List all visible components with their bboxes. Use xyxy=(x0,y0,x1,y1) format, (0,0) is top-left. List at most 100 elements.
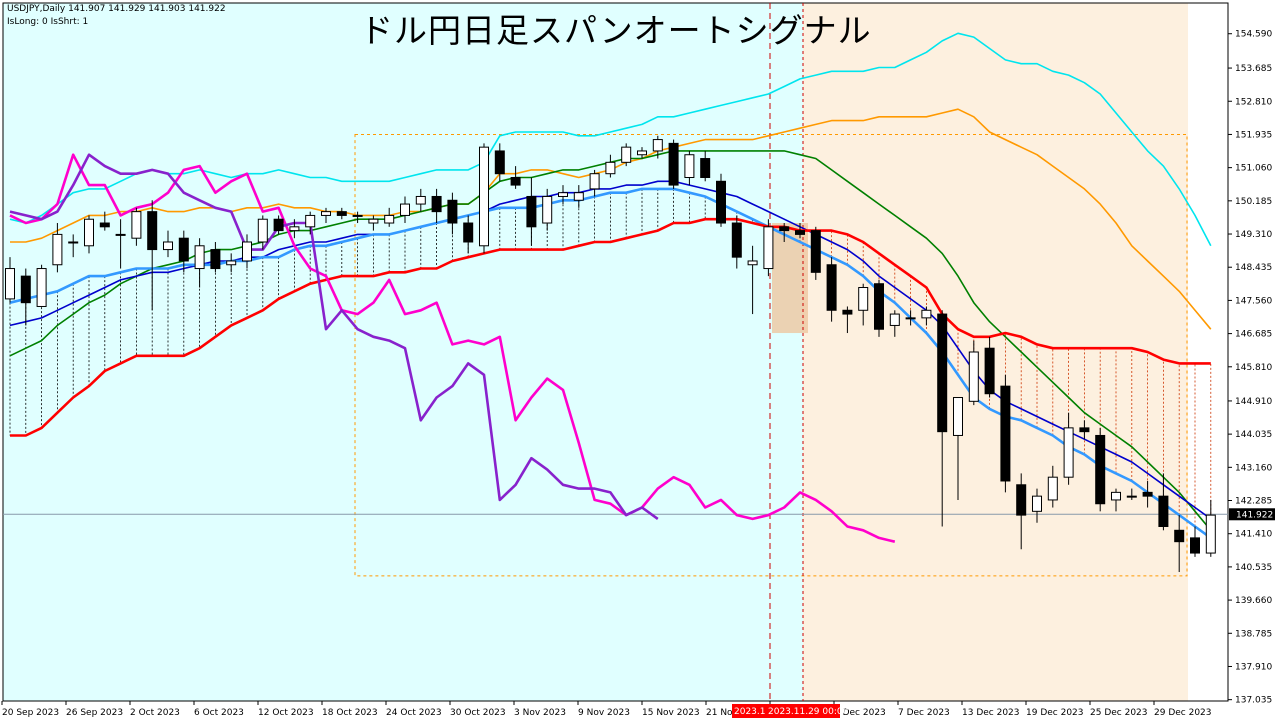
time-tick-label: 2 Oct 2023 xyxy=(130,708,180,718)
candle-body xyxy=(921,309,932,319)
candle-body xyxy=(1158,495,1169,527)
price-tick-label: 144.035 xyxy=(1235,430,1272,440)
candle-body xyxy=(542,195,553,224)
candle-body xyxy=(5,268,15,300)
candle-body xyxy=(115,233,126,236)
candle-body xyxy=(494,150,505,175)
price-tick-label: 141.410 xyxy=(1235,530,1272,540)
series-line-6 xyxy=(10,217,1211,437)
candle-body xyxy=(305,214,316,228)
time-tick-label: 1 Dec 2023 xyxy=(834,708,886,718)
candle-body xyxy=(573,192,584,201)
candle-body xyxy=(1016,484,1027,516)
bear-zone xyxy=(803,3,1228,701)
candle-body xyxy=(368,218,379,224)
candle-body xyxy=(321,211,331,216)
candle-body xyxy=(968,351,979,402)
series-line-1 xyxy=(9,32,1212,247)
marker-prefix: 2023.1 xyxy=(734,707,766,717)
series-line-7 xyxy=(9,153,896,543)
candle-body xyxy=(621,146,632,163)
price-tick-label: 143.160 xyxy=(1235,463,1272,473)
time-tick-label: 3 Nov 2023 xyxy=(514,708,566,718)
time-tick-label: 15 Nov 2023 xyxy=(642,708,700,718)
price-tick-label: 150.185 xyxy=(1235,197,1272,207)
candle-body xyxy=(731,222,742,258)
time-tick-label: 19 Dec 2023 xyxy=(1026,708,1084,718)
candle-body xyxy=(242,241,252,262)
candle-body xyxy=(1095,434,1106,505)
price-tick-label: 142.285 xyxy=(1235,497,1272,507)
candle-body xyxy=(1079,427,1090,433)
candle-body xyxy=(1000,385,1011,482)
time-tick-label: 24 Oct 2023 xyxy=(386,708,442,718)
plot-frame xyxy=(2,2,1229,702)
bull-zone xyxy=(3,3,803,701)
candle-body xyxy=(858,287,869,311)
price-tick-label: 148.435 xyxy=(1235,263,1272,273)
candle-body xyxy=(1126,495,1137,498)
time-tick-label: 9 Nov 2023 xyxy=(578,708,630,718)
symbol-info: USDJPY,Daily 141.907 141.929 141.903 141… xyxy=(7,3,226,29)
marker-label: 2023.11.29 00:00 xyxy=(768,707,849,717)
series-line-4 xyxy=(9,180,1212,520)
price-tick-label: 152.810 xyxy=(1235,97,1272,107)
price-tick-label: 145.810 xyxy=(1235,363,1272,373)
candle-body xyxy=(826,264,837,311)
candle-body xyxy=(147,211,158,251)
candle-body xyxy=(795,230,805,235)
candlesticks xyxy=(5,135,1216,573)
signal-status: IsLong: 0 IsShrt: 1 xyxy=(7,17,89,27)
price-tick-label: 144.910 xyxy=(1235,397,1272,407)
candle-body xyxy=(226,260,237,266)
time-tick-label: 29 Dec 2023 xyxy=(1154,708,1212,718)
candle-body xyxy=(257,218,268,243)
series-line-5 xyxy=(9,187,1212,539)
candle-body xyxy=(747,260,758,266)
candle-body xyxy=(1174,529,1185,543)
price-tick-label: 139.660 xyxy=(1235,596,1272,606)
candle-body xyxy=(447,199,458,224)
candle-body xyxy=(700,158,711,178)
candle-body xyxy=(1032,495,1042,512)
candle-body xyxy=(273,218,284,232)
price-tick-label: 146.685 xyxy=(1235,330,1272,340)
price-tick-label: 151.060 xyxy=(1235,164,1272,174)
time-tick-label: 20 Sep 2023 xyxy=(2,708,59,718)
candle-body xyxy=(716,180,726,224)
time-tick-label: 18 Oct 2023 xyxy=(322,708,378,718)
symbol-line: USDJPY,Daily 141.907 141.929 141.903 141… xyxy=(7,4,226,14)
price-axis: 154.590 153.685 152.810 151.935 151.060 150.1… xyxy=(1228,30,1275,706)
price-tick-label: 138.785 xyxy=(1235,629,1272,639)
chart-title: ドル円日足スパンオートシグナル xyxy=(360,11,872,50)
candle-body xyxy=(384,214,395,224)
candle-body xyxy=(905,317,916,320)
candle-body xyxy=(1205,514,1216,554)
candle-body xyxy=(842,309,853,315)
candle-body xyxy=(874,283,884,330)
candle-body xyxy=(210,249,221,270)
candle-body xyxy=(289,226,300,232)
candle-body xyxy=(194,245,205,270)
candle-body xyxy=(637,150,647,156)
candle-body xyxy=(415,195,426,205)
candle-body xyxy=(99,222,110,228)
candle-body xyxy=(1190,537,1200,554)
candle-body xyxy=(400,203,410,216)
series-line-8 xyxy=(9,153,659,520)
candle-body xyxy=(336,211,347,216)
candle-body xyxy=(779,226,790,232)
time-axis: 20 Sep 2023 26 Sep 2023 2 Oct 2023 6 Oct 20… xyxy=(1,701,1212,718)
candle-body xyxy=(52,233,63,266)
candle-body xyxy=(68,241,79,244)
candle-body xyxy=(763,226,774,270)
time-tick-label: 26 Sep 2023 xyxy=(66,708,123,718)
candle-body xyxy=(352,214,363,217)
candle-body xyxy=(526,195,537,228)
candle-body xyxy=(605,161,616,175)
time-tick-label: 6 Oct 2023 xyxy=(194,708,244,718)
candle-body xyxy=(131,211,142,239)
candle-body xyxy=(953,397,963,436)
